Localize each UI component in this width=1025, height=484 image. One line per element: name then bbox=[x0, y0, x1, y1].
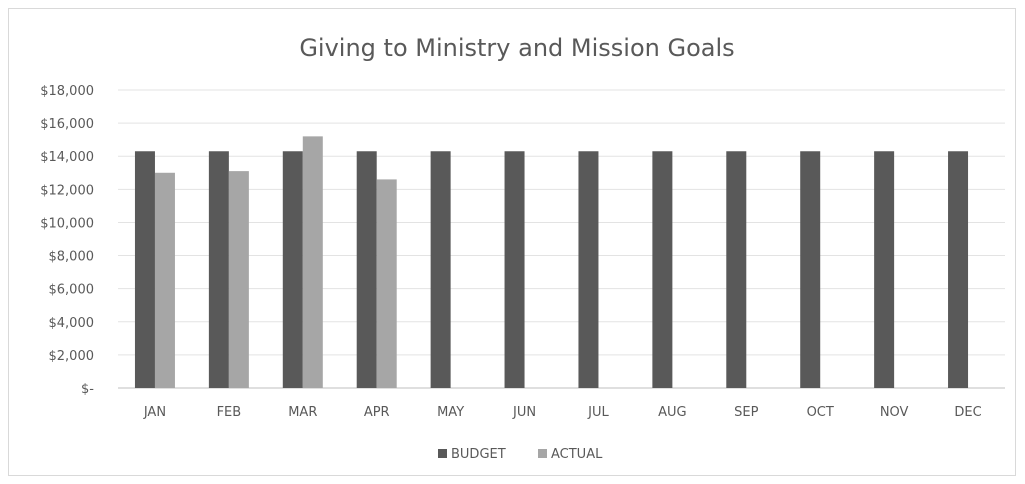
x-tick-label: JUL bbox=[587, 405, 609, 420]
bar-budget-mar bbox=[282, 151, 303, 388]
y-tick-label: $18,000 bbox=[40, 84, 94, 99]
y-tick-label: $2,000 bbox=[49, 349, 95, 364]
bar-budget-feb bbox=[208, 151, 229, 388]
bar-actual-apr bbox=[376, 179, 397, 388]
bar-actual-mar bbox=[302, 136, 323, 388]
y-axis: $- $2,000 $4,000 $6,000 $8,000 $10,000 $12,000… bbox=[40, 84, 94, 397]
bar-budget-aug bbox=[652, 151, 673, 388]
bar-budget-apr bbox=[356, 151, 377, 388]
gridlines bbox=[118, 89, 1005, 389]
legend-label-actual: ACTUAL bbox=[551, 447, 603, 462]
y-tick-label: $16,000 bbox=[40, 117, 94, 132]
y-tick-label: $14,000 bbox=[40, 150, 94, 165]
y-tick-label: $4,000 bbox=[49, 316, 95, 331]
x-tick-label: APR bbox=[364, 405, 390, 420]
bar-budget-jul bbox=[578, 151, 599, 388]
x-tick-label: DEC bbox=[954, 405, 981, 420]
legend-swatch-actual bbox=[538, 449, 547, 458]
x-tick-label: SEP bbox=[734, 405, 758, 420]
bar-budget-may bbox=[430, 151, 451, 388]
x-tick-label: MAR bbox=[288, 405, 317, 420]
x-axis: JAN FEB MAR APR MAY JUN JUL AUG SEP OCT NOV DEC bbox=[143, 405, 982, 420]
bar-budget-sep bbox=[726, 151, 747, 388]
y-tick-label: $12,000 bbox=[40, 183, 94, 198]
x-tick-label: AUG bbox=[658, 405, 686, 420]
x-tick-label: JUN bbox=[512, 405, 536, 420]
legend: BUDGET ACTUAL bbox=[438, 447, 603, 462]
y-tick-label: $8,000 bbox=[49, 250, 95, 265]
bar-budget-oct bbox=[800, 151, 821, 388]
x-tick-label: JAN bbox=[143, 405, 166, 420]
chart-title: Giving to Ministry and Mission Goals bbox=[299, 34, 734, 62]
bar-budget-jun bbox=[504, 151, 525, 388]
y-tick-label: $10,000 bbox=[40, 216, 94, 231]
bar-budget-jan bbox=[134, 151, 155, 388]
bar-budget-dec bbox=[948, 151, 969, 388]
bar-budget-nov bbox=[874, 151, 895, 388]
x-tick-label: NOV bbox=[880, 405, 909, 420]
bar-actual-jan bbox=[154, 172, 175, 388]
y-tick-label: $6,000 bbox=[49, 283, 95, 298]
y-tick-label: $- bbox=[81, 382, 94, 397]
x-tick-label: OCT bbox=[807, 405, 834, 420]
x-tick-label: MAY bbox=[437, 405, 464, 420]
bars bbox=[134, 136, 969, 388]
legend-label-budget: BUDGET bbox=[451, 447, 506, 462]
legend-swatch-budget bbox=[438, 449, 447, 458]
x-tick-label: FEB bbox=[217, 405, 242, 420]
bar-actual-feb bbox=[228, 171, 249, 388]
